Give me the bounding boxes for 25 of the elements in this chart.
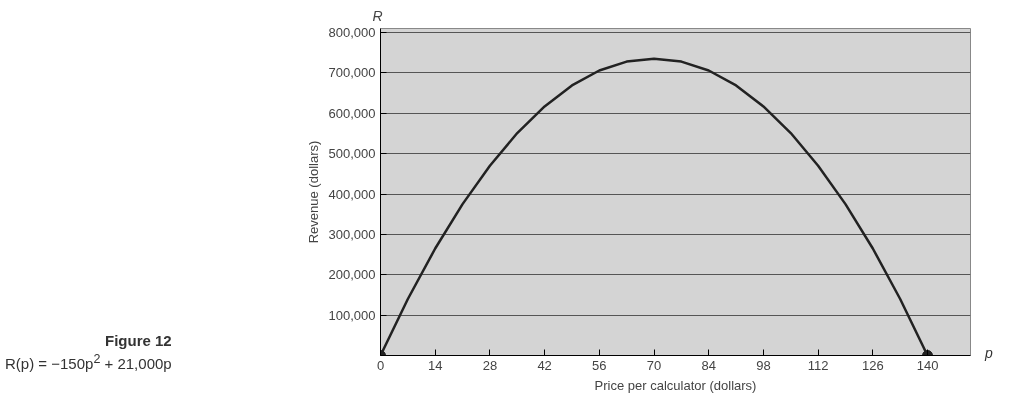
y-tick-label: 100,000	[328, 307, 376, 323]
text: p	[985, 344, 993, 363]
y-tick-label: 200,000	[328, 267, 376, 283]
caption: Figure 12	[104, 331, 172, 351]
y-tick-label: 300,000	[328, 226, 376, 242]
x-axis-title: Price per calculator (dollars)	[594, 377, 757, 393]
x-tick-label: 126	[861, 357, 884, 373]
x-tick-label: 28	[482, 357, 498, 373]
x-tick-label: 70	[646, 357, 662, 373]
x-tick-label: 140	[916, 357, 939, 373]
x-tick-label: 112	[807, 357, 829, 373]
y-tick-label: 700,000	[328, 65, 376, 81]
y-tick-label: 600,000	[328, 105, 376, 121]
y-tick-label: 500,000	[328, 146, 376, 162]
x-tick-label: 0	[376, 357, 385, 373]
x-tick-label: 98	[756, 357, 771, 373]
text: R(p) = −150p$^{2}$ + 21,000p	[5, 351, 172, 375]
text: R	[372, 7, 383, 24]
y-tick-label: 800,000	[328, 25, 376, 41]
y-axis-title: Revenue (dollars)	[305, 140, 321, 244]
x-tick-label: 56	[592, 357, 607, 373]
y-tick-label: 400,000	[328, 186, 376, 202]
x-tick-label: 14	[427, 357, 443, 373]
x-tick-label: 84	[701, 357, 716, 373]
x-tick-label: 42	[537, 357, 552, 373]
